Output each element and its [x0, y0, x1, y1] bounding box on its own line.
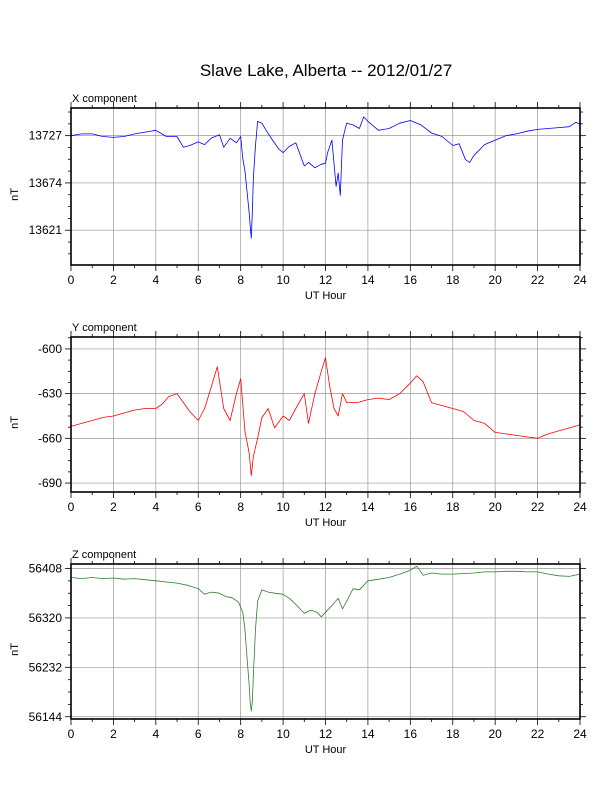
y-component-xtick-label: 16	[404, 500, 418, 514]
x-component-ytick-label: 13727	[29, 129, 63, 143]
x-component-ytick-label: 13621	[29, 223, 63, 237]
x-component-xtick-label: 18	[446, 273, 460, 287]
y-component-ytick-label: -600	[38, 342, 62, 356]
x-component-xtick-label: 14	[361, 273, 375, 287]
z-component-ytick-label: 56232	[29, 660, 63, 674]
y-component-ytick-label: -690	[38, 476, 62, 490]
y-component-xtick-label: 10	[276, 500, 290, 514]
y-component-xtick-label: 22	[531, 500, 545, 514]
x-component-xlabel: UT Hour	[305, 290, 347, 302]
z-component-xtick-label: 14	[361, 727, 375, 741]
z-component-xlabel: UT Hour	[305, 744, 347, 756]
y-component-xtick-label: 8	[237, 500, 244, 514]
z-component-xtick-label: 18	[446, 727, 460, 741]
y-component-xtick-label: 12	[319, 500, 333, 514]
x-component-xtick-label: 24	[573, 273, 587, 287]
x-component-xtick-label: 10	[276, 273, 290, 287]
z-component-data-line	[70, 565, 581, 712]
x-component-xtick-label: 0	[68, 273, 75, 287]
x-component-label: X component	[72, 93, 137, 105]
y-component-xtick-label: 24	[573, 500, 587, 514]
x-component-xtick-label: 2	[110, 273, 117, 287]
x-component-xtick-label: 16	[404, 273, 418, 287]
x-component-frame	[70, 107, 581, 266]
y-component-ytick-label: -630	[38, 387, 62, 401]
y-component-xtick-label: 0	[68, 500, 75, 514]
z-component-xtick-label: 12	[319, 727, 333, 741]
y-component-xtick-label: 6	[195, 500, 202, 514]
z-component-xtick-label: 6	[195, 727, 202, 741]
z-component-ytick-label: 56144	[29, 710, 63, 724]
x-component-xtick-label: 22	[531, 273, 545, 287]
z-component-xtick-label: 20	[488, 727, 502, 741]
z-component-xtick-label: 22	[531, 727, 545, 741]
x-component-xtick-label: 12	[319, 273, 333, 287]
z-component-xtick-label: 10	[276, 727, 290, 741]
y-component-xtick-label: 2	[110, 500, 117, 514]
chart-title: Slave Lake, Alberta -- 2012/01/27	[200, 61, 452, 80]
z-component-frame	[70, 563, 581, 720]
z-component-ytick-label: 56320	[29, 611, 63, 625]
x-component-xtick-label: 20	[488, 273, 502, 287]
y-component-ylabel: nT	[9, 416, 21, 429]
y-component-xtick-label: 4	[152, 500, 159, 514]
z-component-xtick-label: 24	[573, 727, 587, 741]
x-component-xtick-label: 8	[237, 273, 244, 287]
z-component-xtick-label: 8	[237, 727, 244, 741]
z-component-ytick-label: 56408	[29, 561, 63, 575]
z-component-ylabel: nT	[9, 643, 21, 656]
y-component-ytick-label: -660	[38, 431, 62, 445]
z-component-xtick-label: 16	[404, 727, 418, 741]
y-component-frame	[70, 336, 581, 493]
y-component-label: Y component	[72, 322, 137, 334]
z-component-label: Z component	[72, 549, 136, 561]
y-component-xtick-label: 20	[488, 500, 502, 514]
z-component-panel: 0 2 4 6 8 10 12 14 16 18 20 22 245614456232563205640…	[9, 549, 587, 756]
y-component-xtick-label: 18	[446, 500, 460, 514]
x-component-ylabel: nT	[9, 188, 21, 201]
x-component-xtick-label: 4	[152, 273, 159, 287]
z-component-xtick-label: 2	[110, 727, 117, 741]
y-component-data-line	[70, 357, 581, 477]
y-component-xtick-label: 14	[361, 500, 375, 514]
z-component-xtick-label: 4	[152, 727, 159, 741]
y-component-xlabel: UT Hour	[305, 517, 347, 529]
x-component-data-line	[70, 116, 581, 239]
z-component-xtick-label: 0	[68, 727, 75, 741]
x-component-ytick-label: 13674	[29, 176, 63, 190]
x-component-xtick-label: 6	[195, 273, 202, 287]
